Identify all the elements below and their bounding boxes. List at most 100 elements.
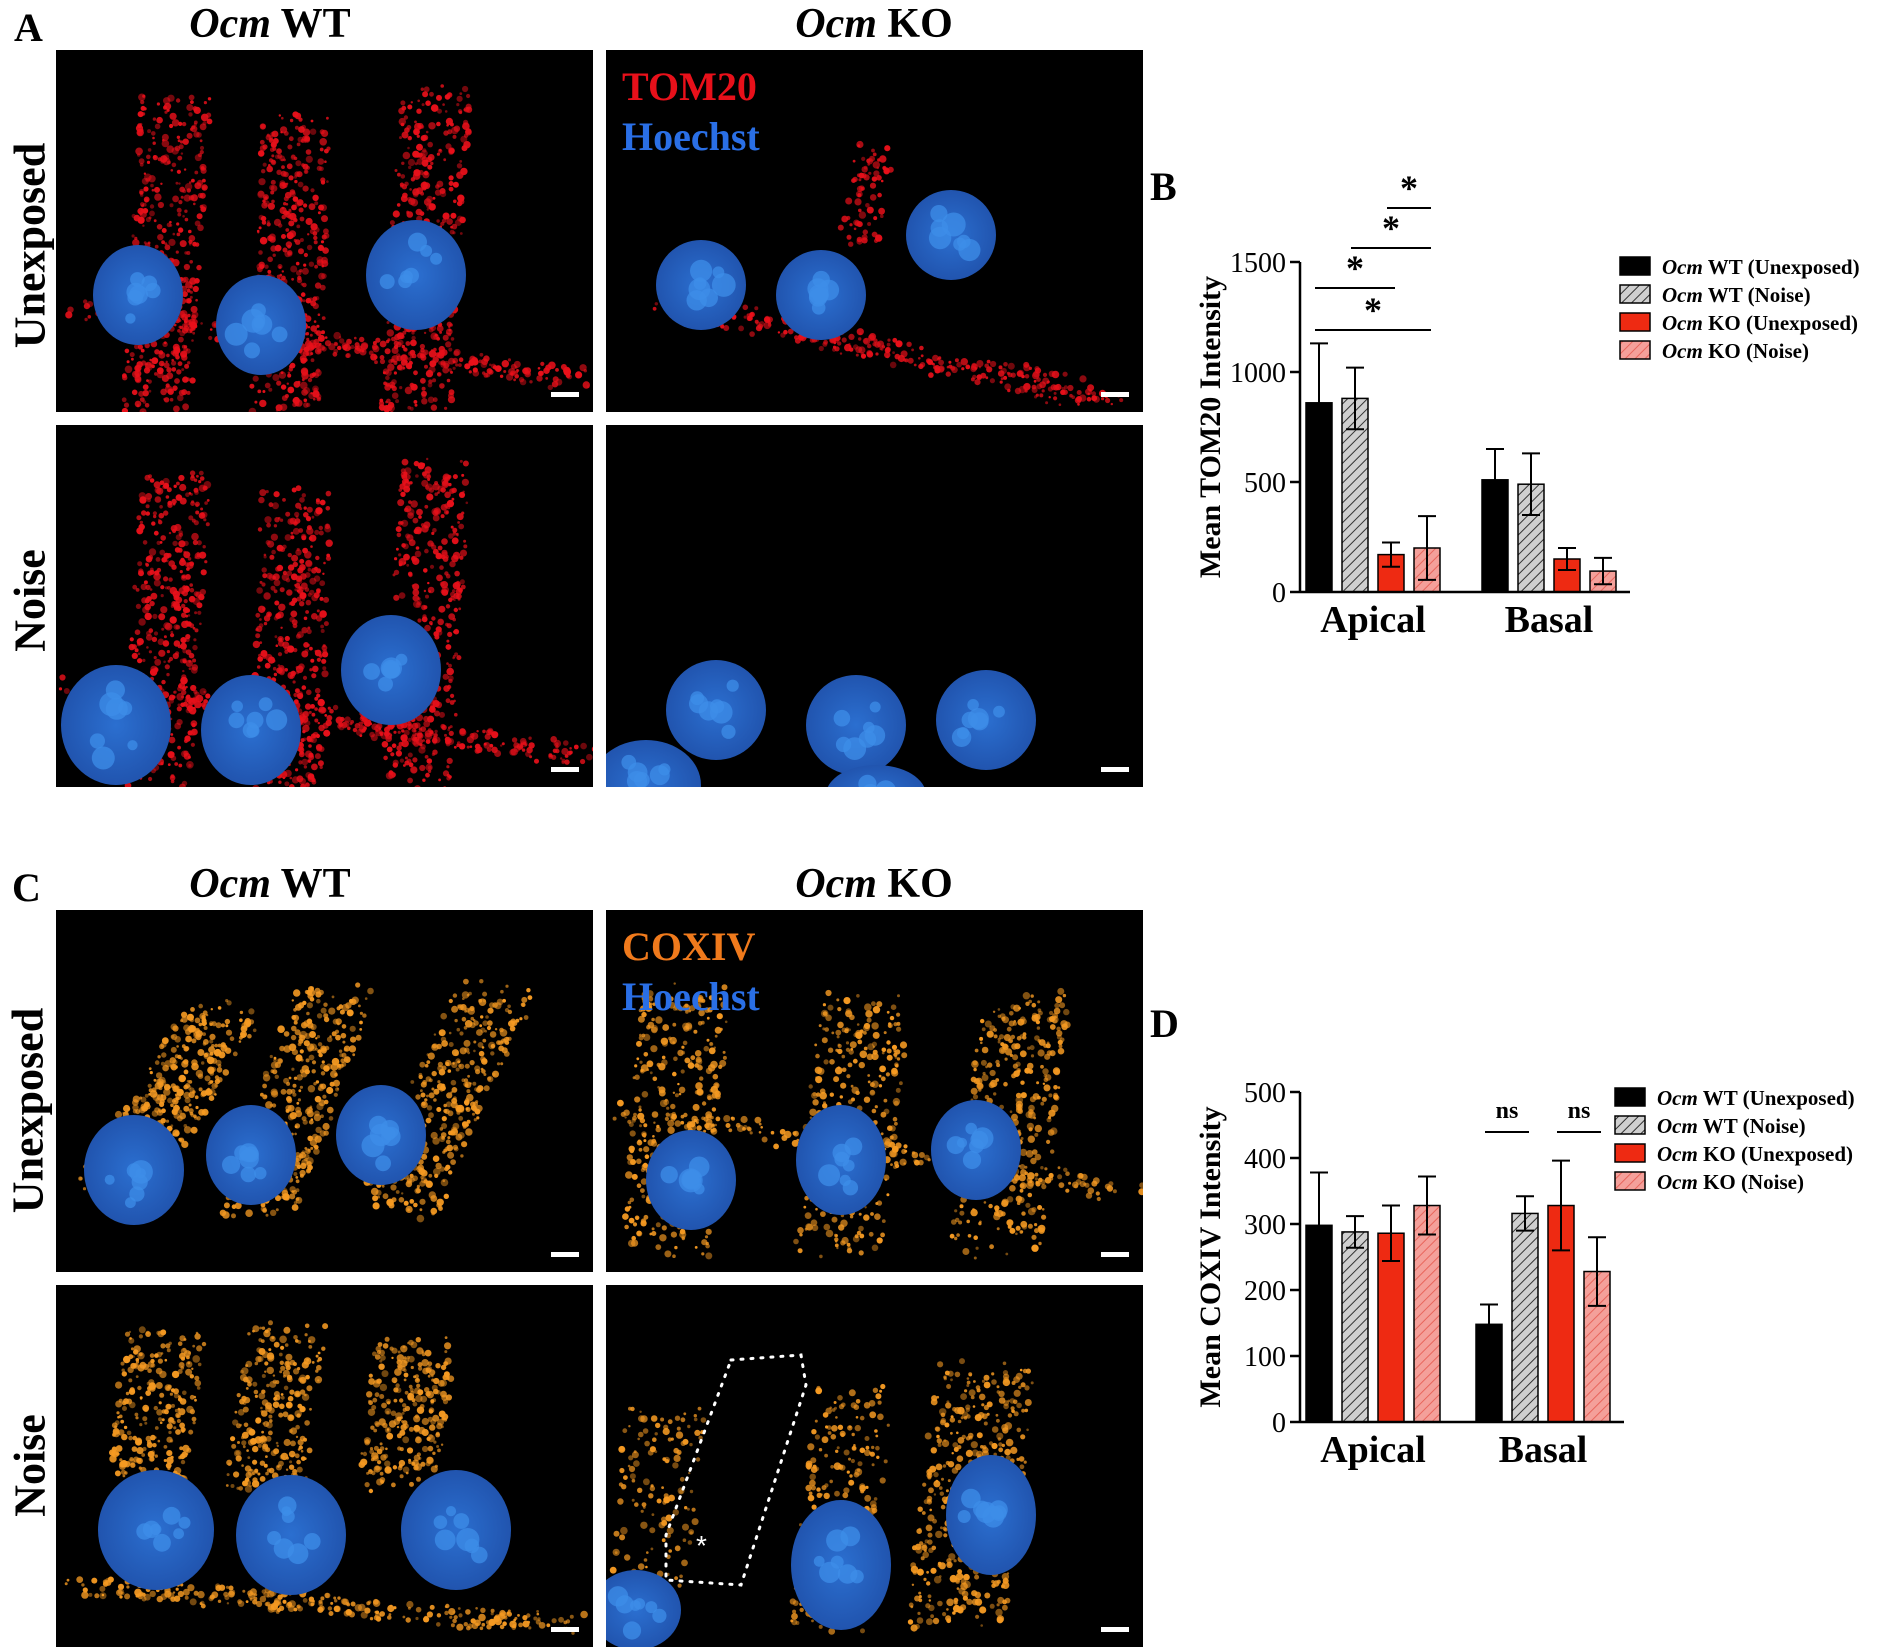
significance-label: * bbox=[1382, 208, 1400, 248]
nucleus bbox=[93, 245, 183, 345]
micrograph-a-wt-unexposed bbox=[56, 50, 593, 412]
panel-letter-a: A bbox=[14, 5, 43, 50]
mitochondria-signal bbox=[358, 1336, 455, 1494]
gene-name: Ocm bbox=[795, 861, 877, 907]
genotype: WT bbox=[270, 861, 351, 907]
nucleus bbox=[98, 1470, 214, 1590]
panel-c-header-ko: Ocm KO bbox=[604, 860, 1144, 908]
category-label: Apical bbox=[1320, 599, 1426, 641]
y-tick-label: 500 bbox=[1244, 1078, 1286, 1109]
panel-letter-d: D bbox=[1150, 1001, 1179, 1046]
nucleus bbox=[201, 675, 301, 785]
mitochondria-signal bbox=[225, 1320, 329, 1495]
genotype: KO bbox=[876, 1, 953, 47]
nucleus bbox=[84, 1115, 184, 1225]
legend-swatch bbox=[1614, 1115, 1646, 1135]
nucleus bbox=[656, 240, 746, 330]
nucleus bbox=[931, 1100, 1021, 1200]
nucleus bbox=[341, 615, 441, 725]
category-label: Basal bbox=[1499, 1429, 1588, 1471]
nucleus bbox=[666, 660, 766, 760]
bar bbox=[1377, 1232, 1405, 1423]
significance-label: ns bbox=[1568, 1098, 1591, 1124]
category-label: Basal bbox=[1505, 599, 1594, 641]
genotype: WT bbox=[270, 1, 351, 47]
legend-label: Ocm WT (Noise) bbox=[1657, 1114, 1806, 1138]
panel-c-row-noise: Noise bbox=[5, 1414, 55, 1517]
micrograph-c-ko-unexposed bbox=[606, 910, 1143, 1272]
stain-label-tom20: TOM20 bbox=[622, 64, 757, 109]
micrograph-c-ko-noise bbox=[606, 1285, 1143, 1647]
nucleus bbox=[236, 1475, 346, 1595]
mitochondria-signal bbox=[652, 289, 1124, 407]
legend-label: Ocm KO (Noise) bbox=[1662, 339, 1809, 363]
category-label: Apical bbox=[1320, 1429, 1426, 1471]
bar bbox=[1341, 1231, 1369, 1423]
nucleus bbox=[776, 250, 866, 340]
significance-label: * bbox=[1346, 248, 1364, 288]
panel-letter-b: B bbox=[1150, 164, 1177, 209]
legend-label: Ocm WT (Noise) bbox=[1662, 283, 1811, 307]
y-tick-label: 400 bbox=[1244, 1144, 1286, 1175]
y-tick-label: 0 bbox=[1272, 1408, 1286, 1439]
nucleus bbox=[906, 190, 996, 280]
panel-c-row-unexposed: Unexposed bbox=[3, 1007, 53, 1214]
panel-letter-c: C bbox=[12, 865, 41, 910]
nucleus bbox=[61, 665, 171, 785]
legend-swatch bbox=[1619, 284, 1651, 304]
nucleus bbox=[936, 670, 1036, 770]
legend-label: Ocm WT (Unexposed) bbox=[1657, 1086, 1855, 1110]
legend-swatch bbox=[1619, 312, 1651, 332]
y-tick-label: 1000 bbox=[1230, 358, 1286, 389]
legend-swatch bbox=[1614, 1087, 1646, 1107]
gene-name: Ocm bbox=[189, 1, 271, 47]
bar bbox=[1413, 1204, 1441, 1423]
micrograph-a-wt-noise bbox=[56, 425, 593, 787]
panel-a-row-noise: Noise bbox=[5, 549, 55, 652]
legend-swatch bbox=[1614, 1143, 1646, 1163]
panel-a-header-ko: Ocm KO bbox=[604, 0, 1144, 48]
nucleus bbox=[791, 1500, 891, 1630]
nucleus bbox=[366, 220, 466, 330]
y-tick-label: 300 bbox=[1244, 1210, 1286, 1241]
y-tick-label: 100 bbox=[1244, 1342, 1286, 1373]
chart-coxiv: 0 100 200 300 400 500 Mean COXIV Intensity Apic… bbox=[1194, 1078, 1855, 1471]
nucleus bbox=[796, 1105, 886, 1215]
mitochondria-signal bbox=[64, 1576, 588, 1635]
mitochondria-signal bbox=[109, 1326, 207, 1497]
significance-label: * bbox=[1400, 168, 1418, 208]
nucleus bbox=[946, 1455, 1036, 1575]
micrograph-a-ko-unexposed bbox=[606, 50, 1143, 412]
legend-swatch bbox=[1619, 340, 1651, 360]
micrograph-c-wt-noise bbox=[56, 1285, 593, 1647]
y-tick-label: 500 bbox=[1244, 468, 1286, 499]
micrograph-c-wt-unexposed bbox=[56, 910, 593, 1272]
nucleus bbox=[401, 1470, 511, 1590]
nucleus bbox=[336, 1085, 426, 1185]
stain-label-coxiv: COXIV bbox=[622, 924, 756, 969]
panel-a-row-unexposed: Unexposed bbox=[5, 142, 55, 349]
bar bbox=[1511, 1212, 1539, 1423]
significance-label: * bbox=[1364, 290, 1382, 330]
mitochondria-signal bbox=[793, 989, 908, 1259]
y-tick-label: 200 bbox=[1244, 1276, 1286, 1307]
significance-label: ns bbox=[1496, 1098, 1519, 1124]
gene-name: Ocm bbox=[795, 1, 877, 47]
legend-label: Ocm KO (Noise) bbox=[1657, 1170, 1804, 1194]
panel-a-header-wt: Ocm WT bbox=[0, 0, 540, 48]
nucleus bbox=[806, 675, 906, 775]
nucleus bbox=[827, 765, 925, 787]
annotation-asterisk: * bbox=[696, 1530, 707, 1561]
legend-label: Ocm KO (Unexposed) bbox=[1657, 1142, 1853, 1166]
legend-label: Ocm WT (Unexposed) bbox=[1662, 255, 1860, 279]
stain-label-hoechst-c: Hoechst bbox=[622, 974, 760, 1019]
legend-swatch bbox=[1614, 1171, 1646, 1191]
y-axis-label: Mean TOM20 Intensity bbox=[1194, 276, 1227, 578]
nucleus bbox=[606, 740, 701, 787]
mitochondria-signal bbox=[380, 457, 469, 787]
y-tick-label: 0 bbox=[1272, 578, 1286, 609]
nucleus bbox=[646, 1130, 736, 1230]
nucleus bbox=[606, 1570, 681, 1647]
bar bbox=[1341, 397, 1369, 593]
